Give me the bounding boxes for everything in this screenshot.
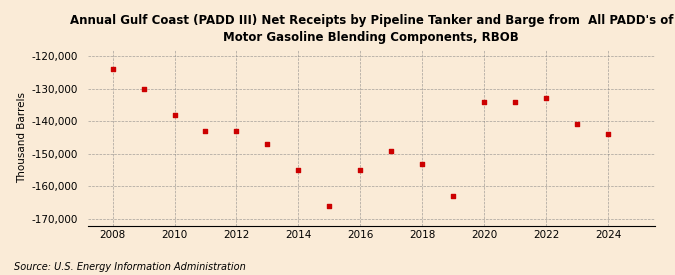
Point (107, 67, 118, 71)
Point (231, 129, 242, 133)
Point (355, 168, 366, 172)
Point (200, 129, 211, 133)
Y-axis label: Thousand Barrels: Thousand Barrels (18, 92, 28, 183)
Point (262, 142, 273, 146)
Point (169, 112, 180, 117)
Point (448, 194, 459, 198)
Point (417, 161, 428, 166)
Point (386, 148, 397, 153)
Point (324, 204, 335, 208)
Point (293, 168, 304, 172)
Point (541, 96, 551, 101)
Point (603, 132, 614, 136)
Point (572, 122, 583, 127)
Title: Annual Gulf Coast (PADD III) Net Receipts by Pipeline Tanker and Barge from  All: Annual Gulf Coast (PADD III) Net Receipt… (70, 14, 673, 44)
Point (138, 86, 149, 91)
Point (479, 100, 490, 104)
Point (510, 100, 520, 104)
Text: Source: U.S. Energy Information Administration: Source: U.S. Energy Information Administ… (14, 262, 245, 272)
